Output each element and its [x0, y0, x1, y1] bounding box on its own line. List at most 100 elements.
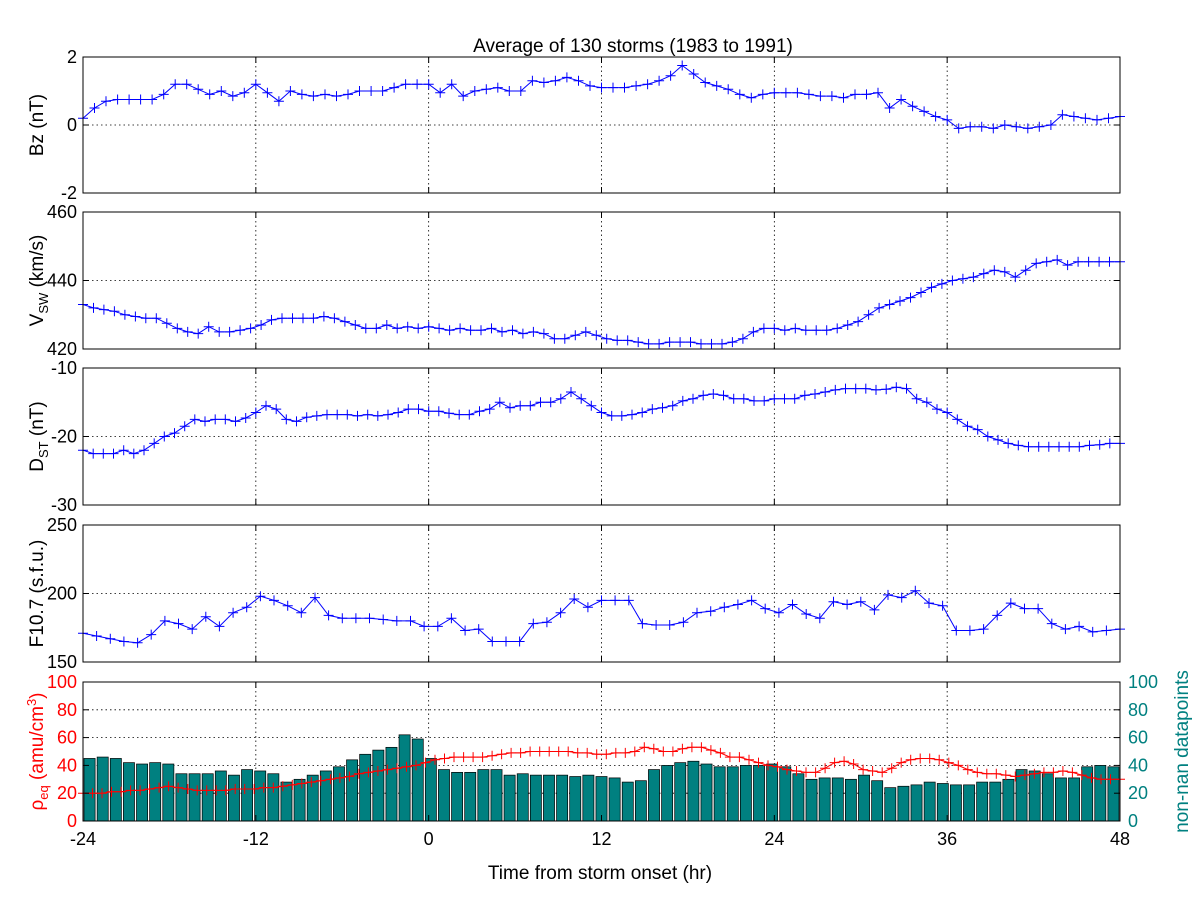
- datapoints-bar: [1094, 765, 1107, 822]
- data-point-marker: [705, 606, 716, 617]
- data-point-marker: [98, 448, 109, 459]
- data-point-marker: [688, 69, 699, 79]
- datapoints-bar: [346, 759, 359, 822]
- data-point-marker: [999, 266, 1010, 277]
- data-point-marker: [779, 393, 790, 404]
- data-point-marker: [87, 788, 98, 799]
- data-point-marker: [988, 123, 999, 134]
- data-point-marker: [501, 636, 511, 647]
- data-point-marker: [1043, 441, 1054, 452]
- data-point-marker: [642, 79, 653, 90]
- data-point-marker: [544, 746, 555, 757]
- datapoints-bar: [818, 777, 831, 822]
- data-point-marker: [749, 395, 759, 406]
- data-point-marker: [517, 328, 528, 339]
- datapoints-bar: [1015, 769, 1028, 822]
- data-point-marker: [296, 778, 307, 789]
- data-point-marker: [182, 326, 193, 337]
- data-point-marker: [1041, 256, 1052, 267]
- data-point-marker: [172, 323, 183, 334]
- data-point-marker: [619, 82, 630, 93]
- datapoints-bar: [398, 734, 411, 822]
- data-point-marker: [239, 87, 250, 98]
- data-point-marker: [353, 768, 364, 779]
- y-axis-label: ρeq (amu/cm3): [24, 692, 51, 810]
- data-point-marker: [696, 742, 707, 753]
- data-point-marker: [654, 338, 665, 349]
- data-point-marker: [907, 101, 918, 112]
- y-tick-label: 80: [57, 700, 77, 720]
- datapoints-bar: [293, 778, 306, 822]
- data-point-marker: [255, 591, 266, 602]
- data-point-marker: [301, 412, 312, 423]
- data-point-marker: [372, 766, 383, 776]
- data-point-marker: [585, 80, 595, 91]
- data-point-marker: [648, 743, 659, 754]
- datapoints-bar: [739, 765, 752, 822]
- data-point-marker: [350, 613, 361, 624]
- datapoints-bar: [188, 773, 201, 822]
- data-point-marker: [277, 313, 287, 324]
- datapoints-bar: [529, 774, 542, 822]
- datapoints-bar: [569, 776, 582, 822]
- datapoints-bar: [162, 763, 175, 822]
- data-point-marker: [787, 599, 798, 610]
- data-point-marker: [608, 82, 618, 93]
- data-point-marker: [658, 746, 669, 757]
- datapoints-bar: [963, 784, 975, 822]
- panel-2: 420 440 460 VSW (km/s): [27, 202, 1125, 359]
- data-point-marker: [413, 323, 424, 334]
- y-tick-label: -30: [51, 495, 77, 515]
- data-point-marker: [724, 752, 735, 763]
- data-point-marker: [601, 749, 612, 760]
- datapoints-bar: [661, 765, 674, 822]
- data-point-marker: [622, 335, 633, 346]
- datapoints-bar: [871, 780, 884, 822]
- data-point-marker: [677, 395, 688, 406]
- data-point-marker: [344, 771, 355, 782]
- data-point-marker: [154, 782, 165, 793]
- data-point-marker: [269, 595, 279, 606]
- data-point-marker: [130, 311, 141, 322]
- data-point-marker: [779, 325, 790, 336]
- data-point-marker: [732, 599, 743, 610]
- data-point-marker: [515, 400, 526, 411]
- data-point-marker: [1003, 438, 1014, 449]
- datapoints-bar: [910, 784, 923, 822]
- data-point-marker: [170, 79, 181, 90]
- data-point-marker: [573, 75, 584, 86]
- y-tick-label: -2: [61, 183, 77, 203]
- datapoints-bar: [254, 770, 267, 822]
- x-tick-label: -24: [70, 829, 96, 849]
- data-point-marker: [515, 86, 526, 96]
- data-point-marker: [109, 306, 120, 317]
- data-point-marker: [308, 91, 319, 102]
- data-point-marker: [474, 406, 485, 417]
- data-point-marker: [759, 395, 770, 406]
- y-tick-label: 40: [57, 755, 77, 775]
- data-point-marker: [829, 757, 840, 768]
- datapoints-bar: [989, 781, 1002, 822]
- data-point-marker: [354, 86, 365, 96]
- data-point-marker: [1074, 621, 1085, 632]
- data-point-marker: [989, 265, 1000, 276]
- data-point-marker: [392, 763, 402, 774]
- datapoints-bar: [1041, 773, 1054, 822]
- data-point-marker: [942, 407, 953, 418]
- y-axis-label: F10.7 (s.f.u.): [27, 540, 48, 648]
- data-point-marker: [169, 428, 180, 439]
- data-point-marker: [228, 607, 239, 618]
- data-point-marker: [842, 599, 853, 610]
- y-tick-label: 460: [47, 202, 77, 222]
- data-point-marker: [1096, 774, 1106, 785]
- y-axis-label-superscript: 3: [24, 699, 39, 706]
- data-point-marker: [738, 393, 749, 404]
- data-point-marker: [811, 325, 822, 336]
- data-point-marker: [753, 757, 764, 768]
- data-point-marker: [810, 389, 820, 399]
- data-point-marker: [942, 114, 953, 125]
- data-point-marker: [869, 604, 880, 615]
- data-point-marker: [1045, 120, 1056, 130]
- data-point-marker: [149, 438, 160, 449]
- datapoints-bar: [372, 749, 385, 822]
